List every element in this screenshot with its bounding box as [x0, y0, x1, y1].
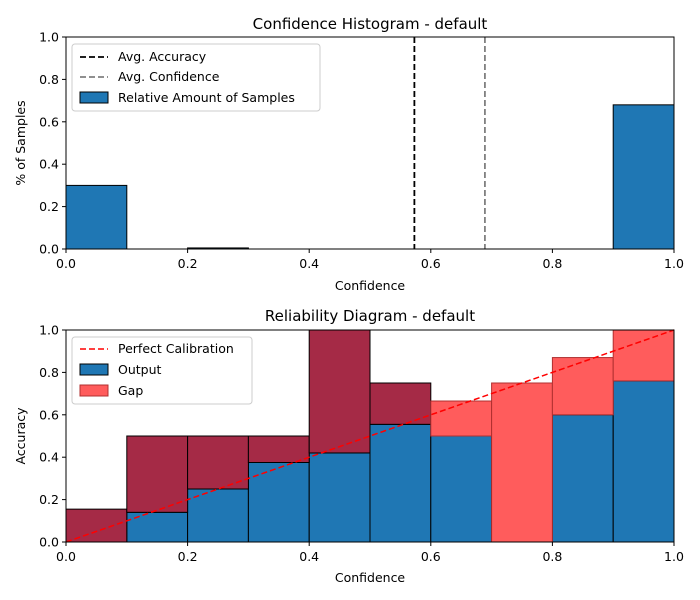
y-tick-label: 0.4: [39, 450, 59, 465]
y-tick-label: 0.0: [39, 242, 59, 257]
x-tick-label: 1.0: [664, 549, 684, 564]
output-bar: [612, 380, 675, 543]
reliability-diagram: Reliability Diagram - default 0.0 0.2 0.4 0…: [13, 307, 684, 585]
plot-frame: [65, 36, 675, 250]
gap-bar: [551, 357, 614, 416]
output-bar: [369, 423, 432, 543]
x-axis-label: Confidence: [335, 570, 406, 585]
legend-frame: [71, 336, 253, 405]
legend: Avg. Accuracy Avg. Confidence Relative A…: [71, 43, 321, 112]
legend-label-samples: Relative Amount of Samples: [118, 90, 295, 105]
x-tick-label: 0.6: [421, 549, 441, 564]
legend-label-gap: Gap: [118, 383, 143, 398]
x-tick-label: 0.2: [178, 549, 198, 564]
x-tick-label: 1.0: [664, 256, 684, 271]
gap-bar: [65, 508, 128, 543]
legend-swatch-gap: [79, 384, 109, 397]
histogram-bar: [612, 104, 675, 250]
x-tick-label: 0.8: [542, 549, 562, 564]
x-tick-label: 0.4: [299, 549, 319, 564]
legend-label-output: Output: [118, 362, 162, 377]
confidence-histogram: Confidence Histogram - default 0.0 0.2 0.4…: [13, 15, 684, 293]
output-bar: [308, 452, 371, 543]
x-tick-label: 0.2: [178, 256, 198, 271]
x-tick-label: 0.4: [299, 256, 319, 271]
legend-label-avg-accuracy: Avg. Accuracy: [118, 49, 207, 64]
gap-bar: [247, 435, 310, 463]
plot-frame: [65, 329, 675, 543]
y-tick-label: 0.2: [39, 492, 59, 507]
gap-bar: [491, 382, 553, 543]
legend-frame: [71, 43, 321, 112]
y-tick-label: 0.6: [39, 114, 59, 129]
gap-bar: [369, 382, 432, 425]
chart-title: Confidence Histogram - default: [253, 15, 488, 33]
gap-bar: [308, 329, 371, 454]
chart-title: Reliability Diagram - default: [265, 307, 475, 325]
x-tick-label: 0.8: [542, 256, 562, 271]
legend-label-avg-confidence: Avg. Confidence: [118, 69, 220, 84]
gap-bar: [430, 400, 493, 437]
y-tick-label: 0.2: [39, 199, 59, 214]
y-axis-label: % of Samples: [13, 100, 28, 185]
y-tick-label: 0.8: [39, 72, 59, 87]
x-tick-label: 0.6: [421, 256, 441, 271]
output-bar: [126, 511, 189, 543]
output-bar: [247, 462, 310, 543]
output-bar: [430, 435, 493, 543]
y-tick-label: 0.0: [39, 535, 59, 550]
gap-bar: [187, 435, 249, 490]
y-axis-label: Accuracy: [13, 407, 28, 465]
y-tick-label: 0.8: [39, 365, 59, 380]
x-tick-label: 0.0: [56, 549, 76, 564]
gap-bar: [612, 329, 675, 382]
x-tick-label: 0.0: [56, 256, 76, 271]
y-tick-label: 1.0: [39, 30, 59, 45]
y-tick-label: 0.6: [39, 407, 59, 422]
legend-label-perfect-calibration: Perfect Calibration: [118, 341, 234, 356]
legend-swatch-samples: [79, 91, 109, 104]
y-tick-label: 1.0: [39, 323, 59, 338]
x-axis-label: Confidence: [335, 278, 406, 293]
y-tick-label: 0.4: [39, 157, 59, 172]
legend: Perfect Calibration Output Gap: [71, 336, 253, 405]
output-bar: [551, 414, 614, 543]
histogram-bar: [65, 184, 128, 250]
gap-bar: [126, 435, 189, 513]
legend-swatch-output: [79, 363, 109, 376]
perfect-calibration-line: [65, 329, 675, 543]
